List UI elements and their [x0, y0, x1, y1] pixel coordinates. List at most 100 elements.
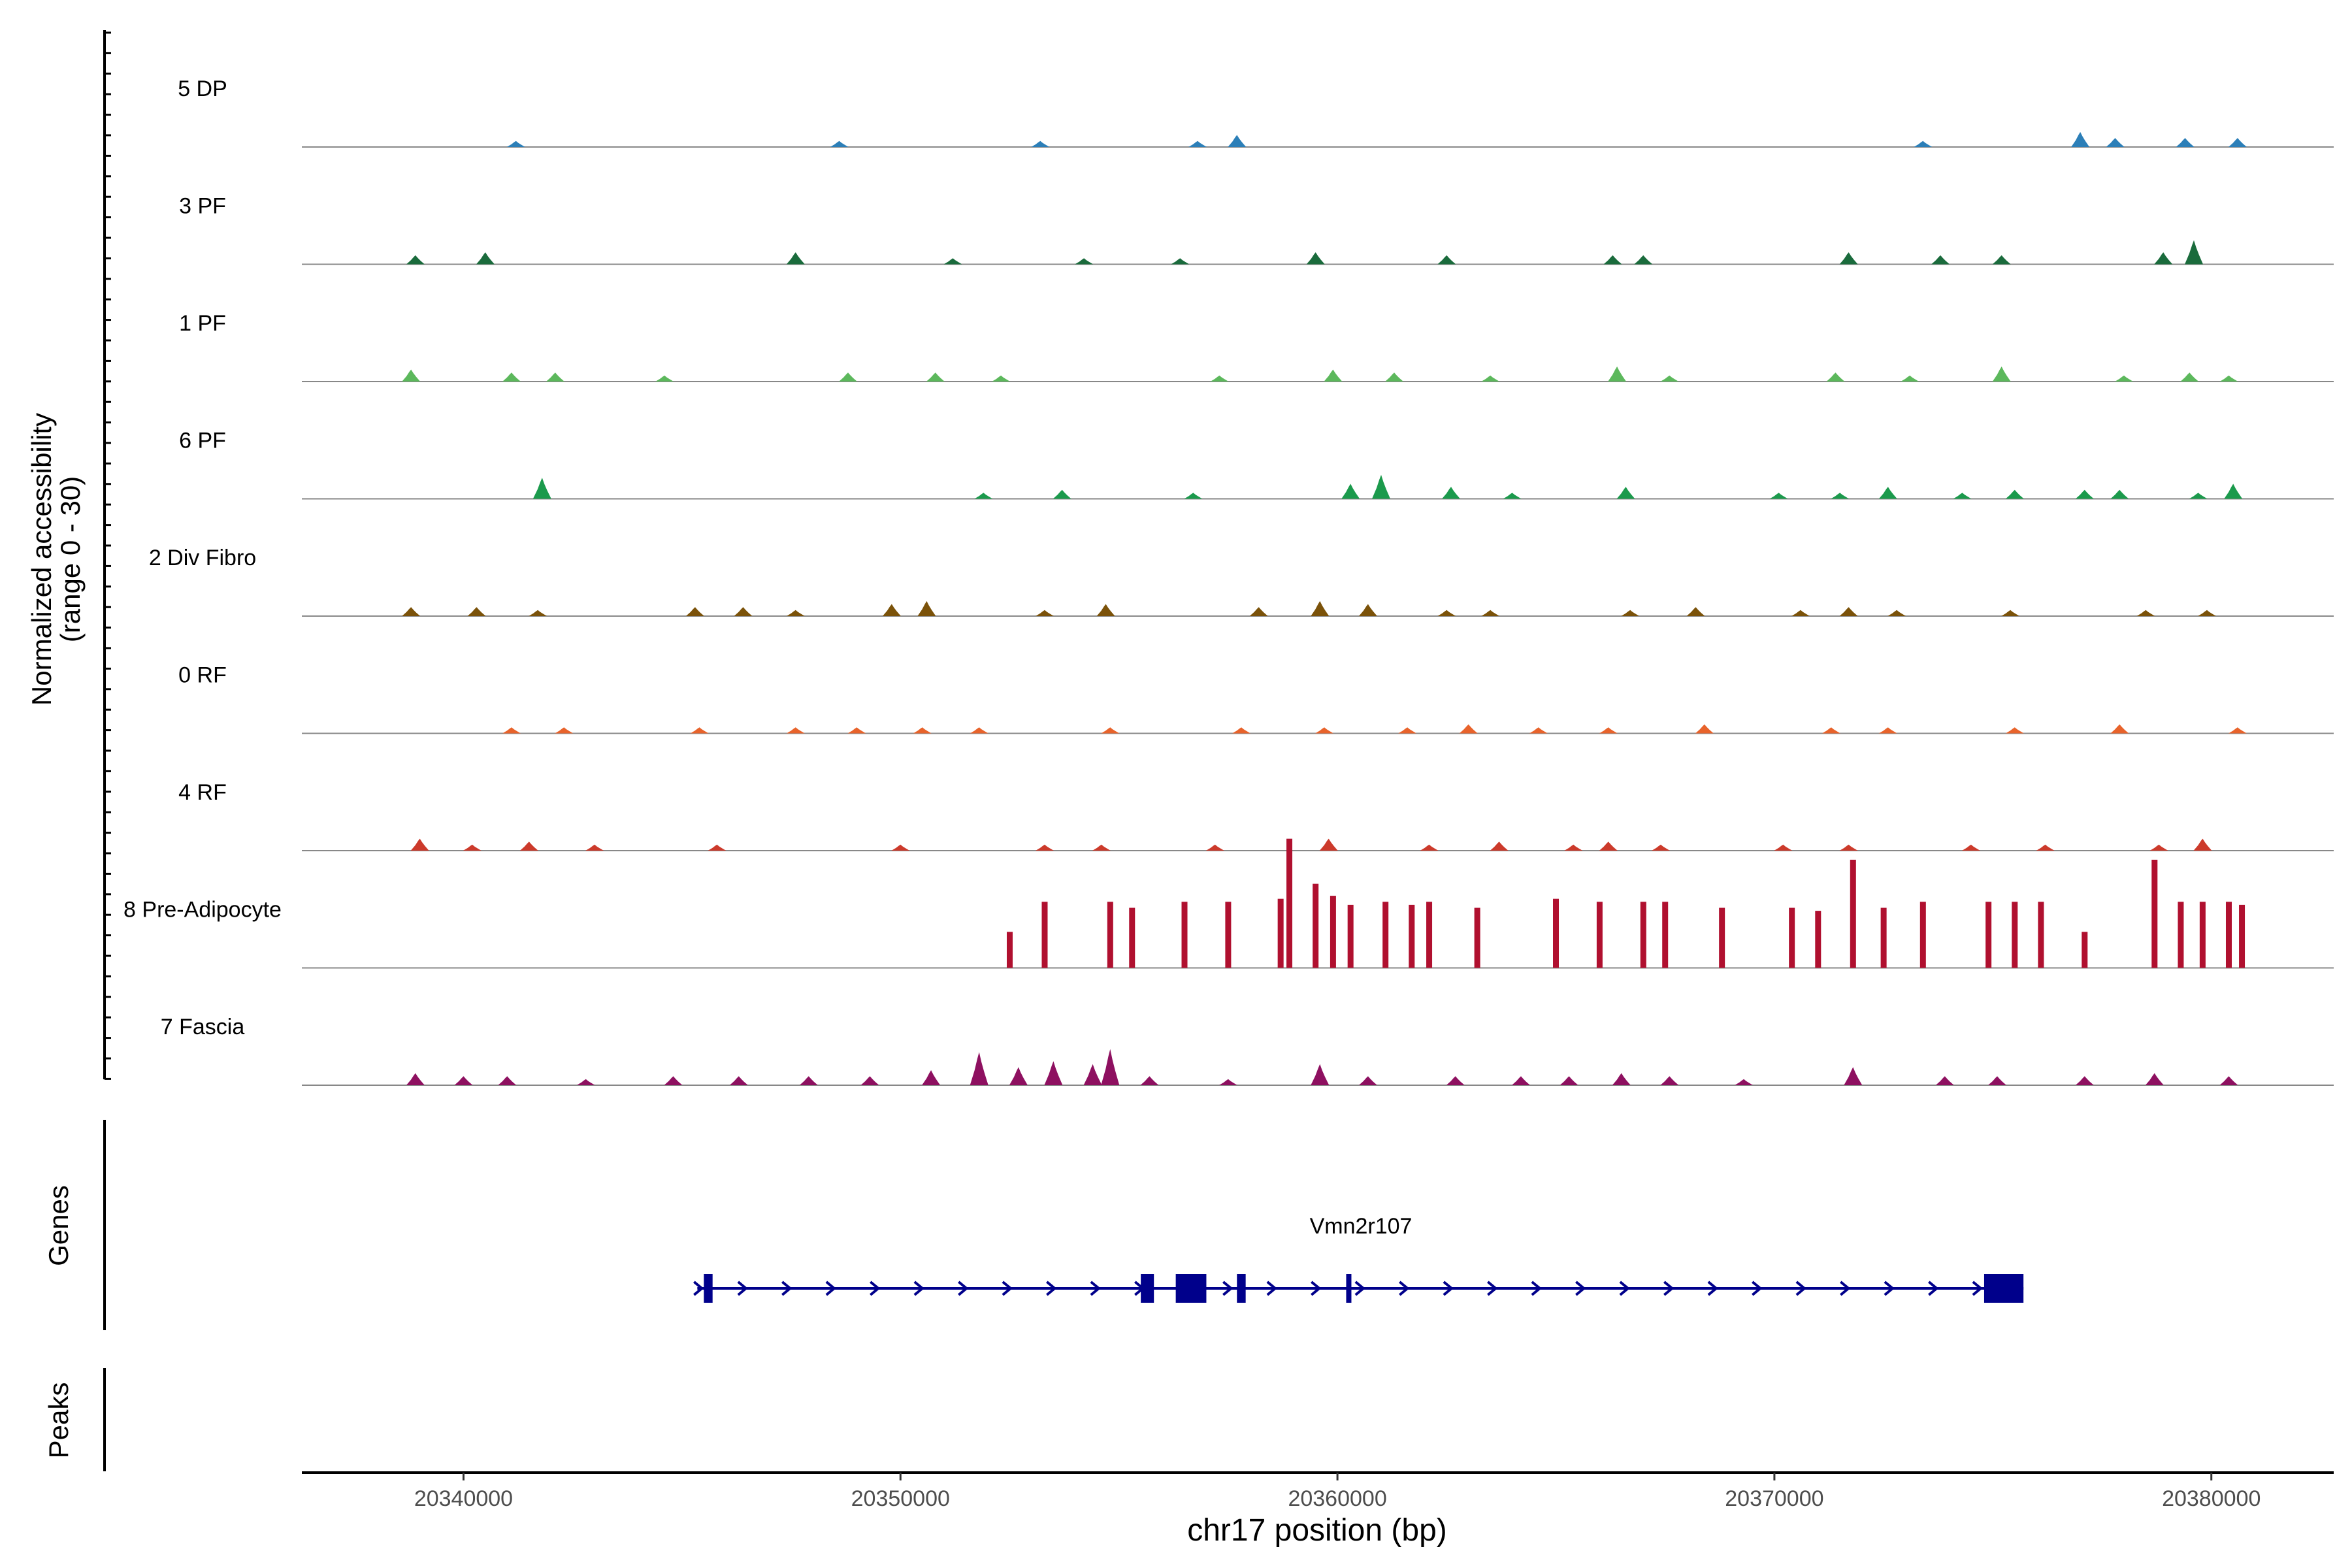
coverage-peak: [1181, 902, 1188, 968]
strand-arrow: [693, 1281, 704, 1296]
coverage-peak: [476, 252, 495, 265]
coverage-peak: [1140, 1076, 1159, 1085]
coverage-peak: [1660, 375, 1679, 382]
coverage-peak: [1695, 724, 1714, 734]
x-tick-label: 20360000: [1288, 1486, 1386, 1511]
coverage-peak: [1634, 255, 1653, 265]
track-label: 8 Pre-Adipocyte: [123, 898, 282, 923]
coverage-peak: [943, 258, 962, 265]
track-label: 2 Div Fibro: [149, 546, 256, 570]
strand-arrow: [1795, 1281, 1806, 1296]
coverage-peak: [1878, 727, 1897, 734]
peaks-panel-label: Peaks: [43, 1382, 74, 1459]
track-1-pf: 1 PF: [179, 311, 2334, 382]
coverage-peak: [2176, 138, 2195, 147]
coverage-peak: [1101, 1049, 1120, 1085]
coverage-peak: [2228, 727, 2247, 734]
coverage-peak: [2228, 138, 2247, 147]
coverage-peak: [1821, 727, 1840, 734]
strand-arrow: [1354, 1281, 1365, 1296]
coverage-peak: [1372, 474, 1390, 499]
coverage-peak: [2005, 489, 2024, 499]
coverage-peak: [1474, 907, 1480, 968]
coverage-peak: [519, 841, 538, 851]
track-2-div-fibro: 2 Div Fibro: [149, 546, 2334, 617]
coverage-peak: [1512, 1076, 1530, 1085]
coverage-peak: [2145, 1073, 2164, 1085]
strand-arrow: [737, 1281, 748, 1296]
gene-models: Vmn2r107: [693, 1214, 2024, 1303]
genes-panel: Genes Vmn2r107: [43, 1120, 2024, 1330]
coverage-peak: [1660, 1076, 1679, 1085]
coverage-peak: [799, 1076, 818, 1085]
coverage-peak: [1277, 898, 1284, 968]
coverage-peak: [1420, 844, 1439, 851]
coverage-peak: [463, 844, 482, 851]
coverage-peak: [1988, 1076, 2006, 1085]
coverage-peak: [1286, 838, 1293, 968]
strand-arrow: [1707, 1281, 1718, 1296]
coverage-peak: [1315, 727, 1333, 734]
coverage-peak: [974, 493, 993, 499]
coverage-peak: [847, 727, 866, 734]
coverage-peak: [655, 375, 674, 382]
coverage-peak: [1210, 375, 1229, 382]
coverage-peak: [1324, 369, 1343, 382]
gene-exon: [1984, 1274, 2024, 1303]
coverage-peak: [1313, 883, 1319, 968]
coverage-peak: [2075, 489, 2094, 499]
coverage-peak: [685, 607, 704, 616]
coverage-peak: [664, 1076, 683, 1085]
coverage-peak: [1426, 902, 1433, 968]
strand-arrow: [1266, 1281, 1277, 1296]
x-tick-label: 20340000: [414, 1486, 513, 1511]
coverage-peak: [2225, 902, 2232, 968]
coverage-peak: [1935, 1076, 1954, 1085]
coverage-peak: [1358, 1076, 1377, 1085]
coverage-peak: [1442, 487, 1460, 499]
coverage-peak: [734, 607, 753, 616]
track-label: 3 PF: [179, 194, 226, 219]
strand-arrow: [870, 1281, 881, 1296]
coverage-peak: [1774, 844, 1793, 851]
coverage-peak: [786, 727, 805, 734]
coverage-peak: [410, 838, 429, 851]
strand-arrow: [1884, 1281, 1895, 1296]
strand-arrow: [1399, 1281, 1410, 1296]
coverage-peak: [1850, 859, 1856, 968]
track-5-dp: 5 DP: [178, 76, 2334, 148]
strand-arrow: [1619, 1281, 1630, 1296]
strand-arrow: [1663, 1281, 1674, 1296]
strand-arrow: [1046, 1281, 1057, 1296]
track-6-pf: 6 PF: [179, 429, 2334, 500]
coverage-peak: [1006, 932, 1013, 968]
coverage-peak: [506, 140, 525, 147]
coverage-peak: [1686, 607, 1705, 616]
coverage-peak: [2180, 372, 2199, 382]
coverage-peak: [2110, 489, 2129, 499]
strand-arrow: [958, 1281, 969, 1296]
coverage-peak: [922, 1070, 941, 1085]
coverage-peak: [1839, 252, 1858, 265]
coverage-peak: [1992, 367, 2011, 382]
coverage-peak: [1931, 255, 1950, 265]
coverage-peak: [1826, 372, 1845, 382]
coverage-peak: [1640, 902, 1646, 968]
coverage-peak: [1446, 1076, 1465, 1085]
coverage-peak: [402, 607, 421, 616]
gene-exon: [1346, 1274, 1352, 1303]
coverage-peak: [1735, 1079, 1754, 1085]
coverage-peak: [1553, 898, 1560, 968]
coverage-peak: [1347, 904, 1354, 968]
coverage-peak: [1815, 911, 1821, 968]
coverage-peak: [1341, 483, 1360, 499]
strand-arrow: [1840, 1281, 1851, 1296]
coverage-peak: [1409, 904, 1415, 968]
coverage-peak: [1096, 604, 1115, 616]
coverage-peak: [1953, 493, 1972, 499]
strand-arrow: [1222, 1281, 1233, 1296]
coverage-peak: [1053, 489, 1071, 499]
coverage-peak: [1839, 607, 1858, 616]
coverage-peak: [1564, 844, 1583, 851]
coverage-peak: [1992, 255, 2011, 265]
